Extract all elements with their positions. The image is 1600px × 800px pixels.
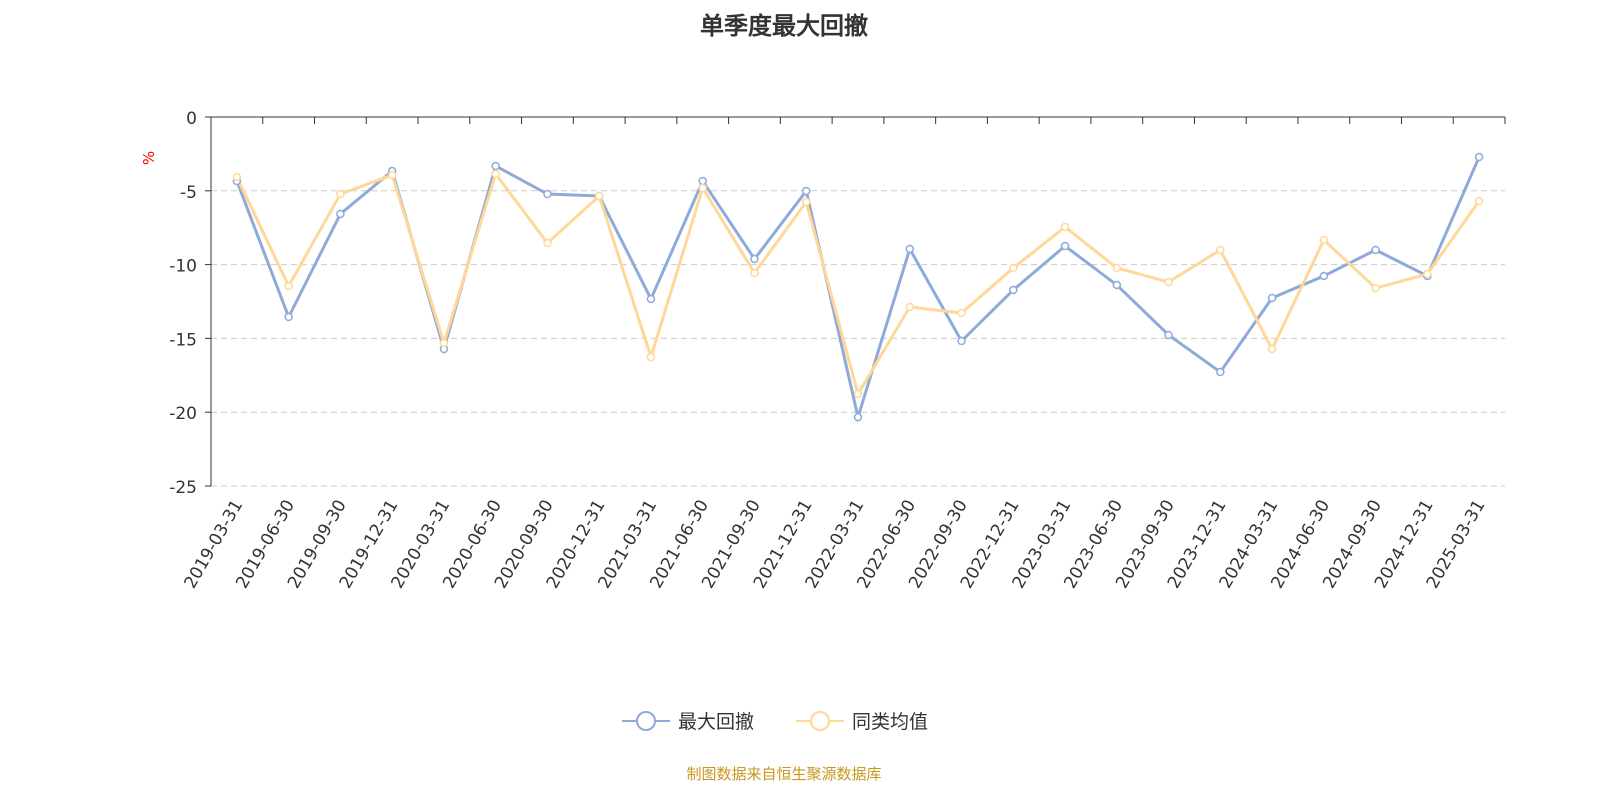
legend-marker bbox=[810, 711, 830, 731]
data-point bbox=[1267, 293, 1277, 303]
data-point bbox=[543, 238, 552, 248]
data-point bbox=[957, 336, 966, 346]
data-point bbox=[284, 281, 293, 291]
data-point bbox=[1371, 245, 1380, 255]
data-point bbox=[1009, 263, 1018, 273]
data-point bbox=[750, 268, 759, 278]
y-tick-label: -25 bbox=[169, 478, 197, 498]
data-point bbox=[1216, 245, 1225, 255]
data-point bbox=[336, 209, 345, 219]
data-point bbox=[1474, 196, 1484, 206]
data-point bbox=[801, 186, 811, 196]
data-point bbox=[1474, 152, 1484, 162]
data-point bbox=[594, 191, 604, 201]
source-footer: 制图数据来自恒生聚源数据库 bbox=[686, 765, 882, 783]
legend-label: 同类均值 bbox=[852, 711, 928, 733]
data-point bbox=[543, 189, 552, 199]
data-point bbox=[336, 189, 345, 199]
data-point bbox=[1319, 271, 1329, 281]
data-point bbox=[646, 352, 656, 362]
series-line-1 bbox=[235, 170, 1481, 398]
data-point bbox=[1216, 367, 1225, 377]
y-axis-label: % bbox=[140, 151, 158, 165]
data-point bbox=[1060, 241, 1070, 251]
data-point bbox=[439, 338, 449, 348]
data-point bbox=[284, 312, 293, 322]
legend-marker bbox=[636, 711, 656, 731]
data-point bbox=[387, 170, 397, 180]
data-point bbox=[957, 308, 966, 318]
data-point bbox=[853, 389, 863, 399]
y-tick-label: -15 bbox=[169, 330, 197, 350]
data-point bbox=[698, 176, 707, 186]
data-point bbox=[491, 169, 500, 179]
data-point bbox=[698, 183, 707, 193]
data-point bbox=[750, 254, 759, 264]
data-point bbox=[1267, 344, 1277, 354]
data-point bbox=[232, 172, 242, 182]
data-point bbox=[1164, 330, 1173, 340]
data-point bbox=[801, 197, 811, 207]
data-point bbox=[853, 412, 863, 422]
data-point bbox=[491, 161, 500, 171]
y-tick-label: -20 bbox=[169, 404, 197, 424]
y-tick-label: -5 bbox=[180, 183, 197, 203]
data-point bbox=[1112, 263, 1122, 273]
data-point bbox=[1009, 285, 1018, 295]
series-line-0 bbox=[235, 156, 1481, 423]
data-point bbox=[1164, 277, 1173, 287]
legend-label: 最大回撤 bbox=[678, 711, 754, 733]
data-point bbox=[1060, 222, 1070, 232]
data-point bbox=[905, 302, 915, 312]
data-point bbox=[905, 244, 915, 254]
data-point bbox=[1319, 235, 1329, 245]
data-point bbox=[646, 294, 656, 304]
chart-title: 单季度最大回撤 bbox=[700, 12, 868, 40]
y-tick-label: 0 bbox=[186, 109, 197, 129]
y-tick-label: -10 bbox=[169, 257, 197, 277]
data-point bbox=[1423, 269, 1432, 279]
data-point bbox=[1112, 280, 1122, 290]
data-point bbox=[1371, 283, 1380, 293]
